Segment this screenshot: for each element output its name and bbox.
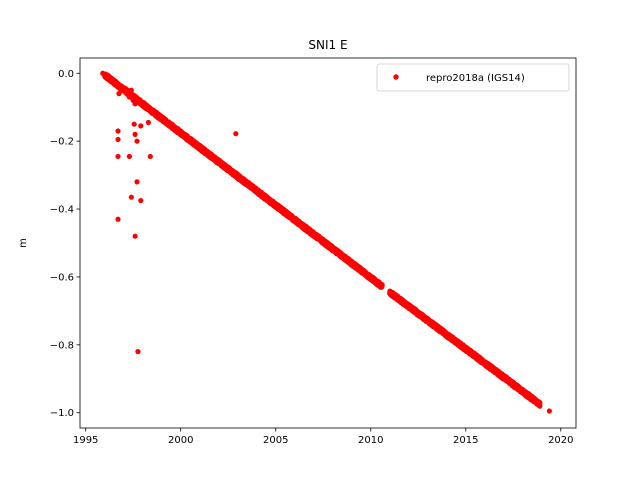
y-tick-label: −1.0 — [50, 408, 74, 419]
data-point — [128, 87, 134, 93]
x-tick-label: 2010 — [358, 435, 383, 446]
data-point — [131, 121, 137, 127]
data-point — [145, 119, 152, 126]
x-tick-label: 2020 — [548, 435, 573, 446]
plot-frame — [79, 57, 577, 429]
data-point — [546, 408, 552, 414]
y-tick-label: −0.8 — [50, 340, 74, 351]
x-tick-label: 2000 — [168, 435, 193, 446]
legend-marker — [393, 74, 399, 80]
data-point — [123, 85, 129, 92]
data-point — [105, 74, 112, 80]
data-point — [134, 138, 140, 144]
data-point — [379, 283, 385, 289]
data-point — [147, 153, 153, 160]
data-point — [537, 400, 543, 406]
data-point — [138, 123, 144, 129]
data-point — [132, 131, 138, 137]
data-point — [132, 233, 138, 239]
data-point — [115, 153, 121, 160]
y-tick-label: −0.4 — [50, 205, 74, 216]
data-point — [138, 197, 144, 204]
data-points — [100, 70, 552, 414]
y-tick-label: −0.6 — [50, 272, 74, 283]
legend: repro2018a (IGS14) — [376, 63, 570, 92]
data-point — [128, 194, 134, 200]
data-point — [115, 216, 121, 222]
chart-title: SNI1 E — [308, 38, 347, 52]
y-axis: 0.0 −0.2 −0.4 −0.6 −0.8 −1.0 — [50, 69, 80, 419]
data-point — [115, 136, 121, 143]
x-tick-label: 1995 — [73, 435, 98, 446]
x-tick-label: 2015 — [453, 435, 478, 446]
data-point — [134, 179, 140, 185]
data-point — [233, 131, 239, 137]
y-axis-label: m — [18, 238, 29, 248]
y-tick-label: −0.2 — [50, 137, 74, 148]
legend-entry: repro2018a (IGS14) — [426, 73, 525, 84]
y-tick-label: 0.0 — [58, 69, 74, 80]
data-point — [135, 349, 141, 355]
x-axis: 1995 2000 2005 2010 2015 2020 — [73, 428, 574, 446]
data-point — [126, 153, 133, 160]
data-point — [115, 128, 121, 134]
data-point — [116, 91, 122, 97]
x-tick-label: 2005 — [263, 435, 288, 446]
data-point — [132, 101, 138, 107]
legend-box — [376, 63, 570, 92]
data-point — [126, 94, 133, 100]
